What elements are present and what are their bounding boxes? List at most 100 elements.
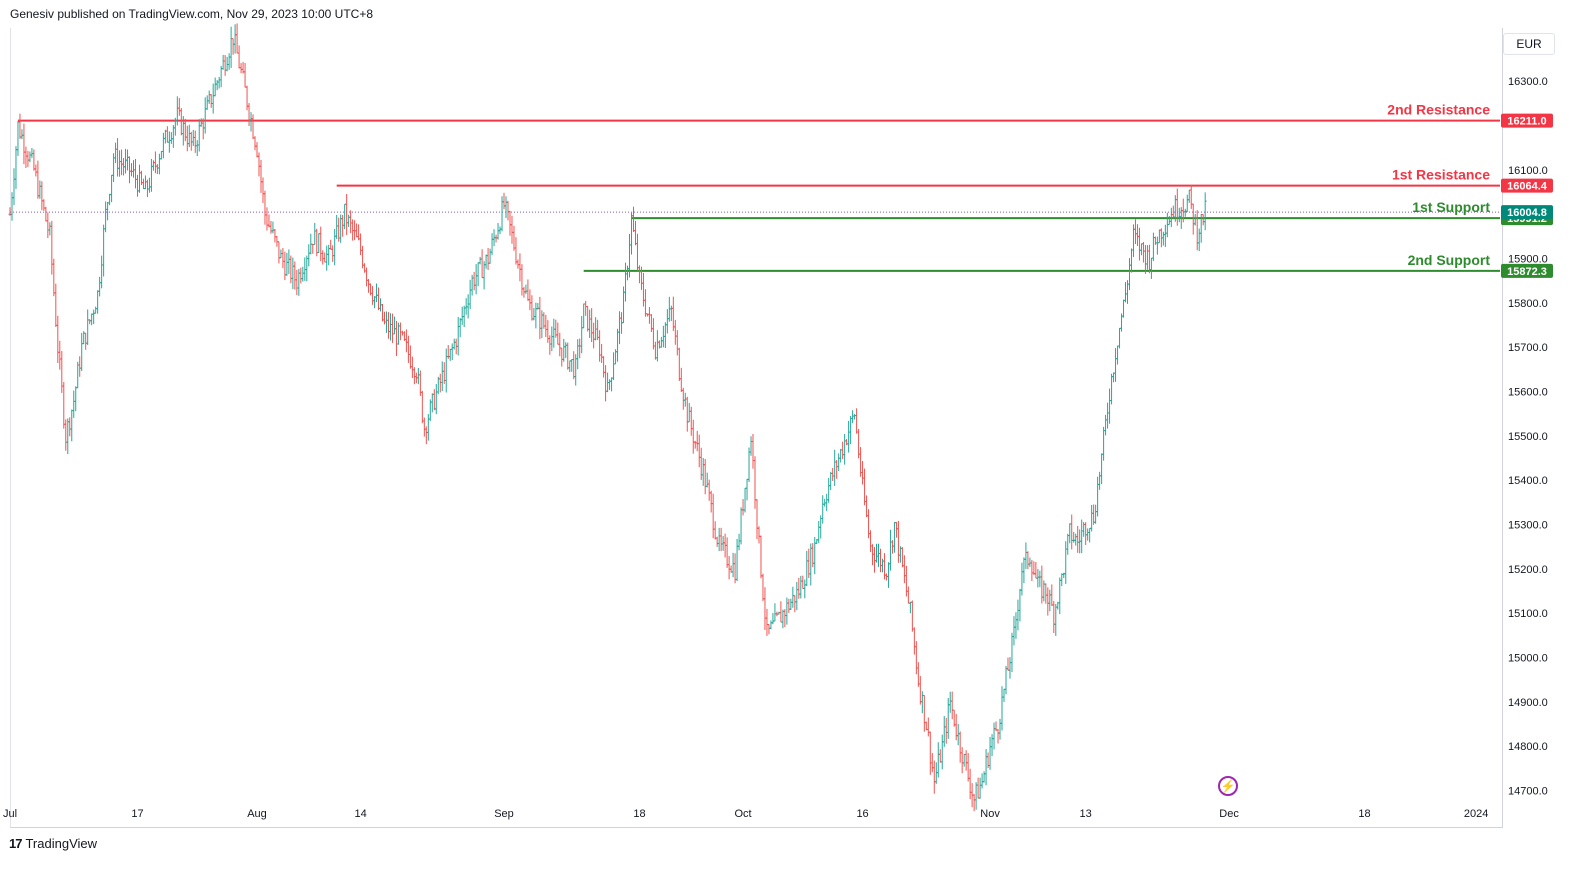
candle xyxy=(524,284,528,295)
candle xyxy=(394,320,398,357)
candle xyxy=(249,112,253,132)
candle xyxy=(968,768,972,800)
candle xyxy=(514,237,518,265)
candle xyxy=(721,536,725,551)
candle xyxy=(32,149,36,171)
candle xyxy=(590,308,594,343)
candle xyxy=(412,367,416,385)
candle xyxy=(1014,612,1018,639)
candle xyxy=(572,351,576,380)
candle xyxy=(894,521,898,538)
candle xyxy=(331,245,335,262)
candle xyxy=(185,125,189,152)
candle xyxy=(177,98,181,116)
candle xyxy=(817,520,821,544)
candle xyxy=(787,598,791,613)
candle xyxy=(974,782,978,810)
candle xyxy=(526,279,530,301)
candle xyxy=(243,63,247,88)
chart-pane[interactable] xyxy=(10,28,1503,828)
candle xyxy=(450,343,454,361)
currency-selector[interactable]: EUR xyxy=(1503,33,1555,55)
candle xyxy=(1147,244,1151,274)
candle xyxy=(321,250,325,265)
candle xyxy=(145,179,149,198)
candle xyxy=(890,540,894,554)
candle xyxy=(476,262,480,287)
candle xyxy=(827,478,831,503)
candle xyxy=(301,266,305,282)
candle xyxy=(984,749,988,786)
candle xyxy=(735,538,739,582)
candle xyxy=(351,219,355,241)
candle xyxy=(106,201,110,221)
candle xyxy=(157,153,161,175)
candle xyxy=(390,313,394,343)
candle xyxy=(532,307,536,321)
candle xyxy=(327,244,331,266)
candle xyxy=(187,124,191,148)
candle xyxy=(195,140,199,157)
candle xyxy=(490,233,494,256)
level-labels: 2nd Resistance 16211.0 1st Resistance 16064… xyxy=(1387,102,1553,278)
candle xyxy=(289,255,293,284)
candle xyxy=(508,210,512,236)
price-tick-label: 15900.0 xyxy=(1508,254,1548,266)
candle xyxy=(1175,188,1179,226)
flash-icon[interactable]: ⚡ xyxy=(1218,776,1238,796)
candle xyxy=(482,261,486,290)
price-tick-label: 14900.0 xyxy=(1508,697,1548,709)
candle xyxy=(191,129,195,147)
level-lines xyxy=(10,119,1500,272)
candle xyxy=(506,200,510,221)
candle xyxy=(1155,236,1159,255)
candle xyxy=(578,338,582,359)
time-tick-label: Oct xyxy=(734,808,751,820)
candle xyxy=(886,562,890,588)
candle xyxy=(873,547,877,573)
candle xyxy=(38,180,42,199)
candle xyxy=(410,356,414,379)
candle xyxy=(1052,600,1056,634)
time-tick-label: Aug xyxy=(247,808,267,820)
candle xyxy=(1028,557,1032,567)
candle xyxy=(697,434,701,468)
candle xyxy=(353,220,357,241)
candle xyxy=(1066,533,1070,555)
candle xyxy=(1076,525,1080,553)
candle xyxy=(604,365,608,402)
candle xyxy=(259,159,263,193)
candle xyxy=(404,329,408,353)
candle xyxy=(1177,207,1181,223)
candle xyxy=(261,177,265,203)
candle xyxy=(1008,657,1012,679)
candle xyxy=(335,214,339,240)
candle xyxy=(1094,504,1098,524)
candle xyxy=(448,348,452,361)
candle xyxy=(197,119,201,152)
candle xyxy=(398,322,402,341)
time-tick-label: 18 xyxy=(1358,808,1370,820)
candle xyxy=(980,773,984,789)
candle xyxy=(558,332,562,357)
candle xyxy=(938,749,942,763)
candle xyxy=(420,390,424,424)
candle xyxy=(1020,562,1024,596)
candle xyxy=(253,136,257,151)
candle xyxy=(1002,688,1006,702)
candle xyxy=(54,283,58,327)
price-tick-label: 16100.0 xyxy=(1508,165,1548,177)
candle xyxy=(693,440,697,449)
candle xyxy=(566,342,570,370)
candle xyxy=(504,196,508,219)
candle xyxy=(1044,583,1048,604)
candle xyxy=(90,313,94,326)
candle xyxy=(641,272,645,307)
candle xyxy=(1129,248,1133,273)
candle xyxy=(92,309,96,325)
candle xyxy=(755,499,759,540)
candle xyxy=(960,747,964,774)
price-tick-label: 15000.0 xyxy=(1508,653,1548,665)
level-price-tag: 16211.0 xyxy=(1501,113,1553,128)
